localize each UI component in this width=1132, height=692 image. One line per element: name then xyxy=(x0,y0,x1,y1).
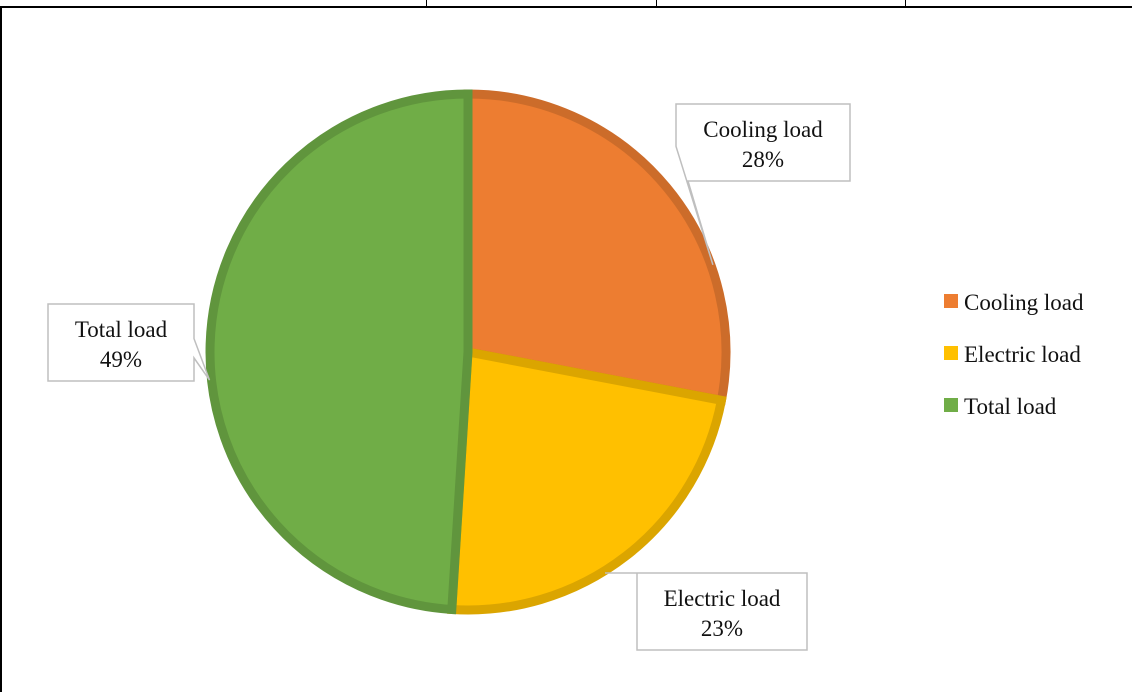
legend-swatch xyxy=(944,346,958,360)
pie-slices xyxy=(205,89,731,615)
data-label-callouts: Cooling load 28% Electric load 23% Total loa… xyxy=(47,103,851,651)
data-label-percent: 49% xyxy=(100,347,142,372)
data-label-category: Total load xyxy=(75,317,168,342)
data-label-percent: 28% xyxy=(742,147,784,172)
table-border-strip xyxy=(0,0,1132,8)
legend-label: Cooling load xyxy=(964,290,1084,315)
legend-swatch xyxy=(944,398,958,412)
data-label-box xyxy=(47,303,211,382)
table-cell-divider xyxy=(656,0,657,7)
table-cell-divider xyxy=(905,0,906,7)
pie-slice-total-load xyxy=(205,89,473,615)
data-label-category: Electric load xyxy=(664,586,781,611)
chart-frame xyxy=(0,7,1132,692)
pie-slice-electric-load xyxy=(447,346,727,615)
data-label-box xyxy=(605,572,808,651)
legend-label: Electric load xyxy=(964,342,1081,367)
legend-swatch xyxy=(944,294,958,308)
chart-legend: Cooling load Electric load Total load xyxy=(944,290,1084,419)
data-label-category: Cooling load xyxy=(703,117,823,142)
data-label-box xyxy=(675,103,851,266)
pie-slice-cooling-load xyxy=(463,89,731,406)
table-cell-divider xyxy=(426,0,427,7)
legend-label: Total load xyxy=(964,394,1057,419)
data-label-percent: 23% xyxy=(701,616,743,641)
